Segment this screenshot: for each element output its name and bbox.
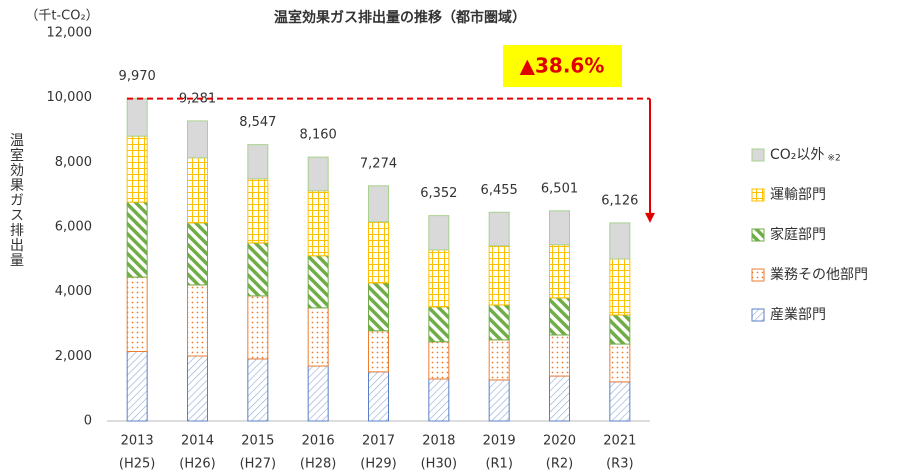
x-tick-label: 2014	[181, 434, 214, 449]
legend-swatch	[751, 228, 765, 242]
bar-segment	[549, 244, 570, 299]
bar-segment	[549, 375, 570, 422]
x-tick-label: 2017	[362, 434, 395, 449]
bar-segment	[609, 258, 631, 316]
legend-label: 産業部門	[770, 307, 826, 323]
bar-segment	[488, 245, 510, 306]
legend-label: 家庭部門	[770, 226, 826, 243]
bar-segment	[368, 282, 389, 332]
bar-segment	[126, 201, 148, 278]
bar-segment	[609, 222, 631, 260]
bar-segment	[247, 242, 269, 297]
y-axis-label: 温室効果ガス排出量	[8, 133, 24, 268]
x-tick-sublabel: (H27)	[240, 457, 276, 472]
y-tick-label: 10,000	[47, 90, 93, 105]
bar-segment	[428, 215, 450, 251]
legend-label: 業務その他部門	[770, 267, 868, 283]
x-tick-sublabel: (H25)	[119, 457, 155, 472]
bar-segment	[187, 355, 208, 422]
bar-segment	[247, 295, 269, 360]
total-label: 6,126	[601, 193, 638, 208]
bar-segment	[126, 350, 148, 422]
bar-segment	[187, 120, 208, 159]
y-tick-label: 0	[84, 414, 92, 429]
total-label: 8,547	[239, 115, 276, 130]
total-label: 7,274	[360, 156, 397, 171]
bar-segment	[549, 334, 570, 377]
bar-segment	[428, 306, 450, 343]
bar-segment	[187, 284, 208, 357]
x-tick-sublabel: (H30)	[421, 457, 457, 472]
bar-segment	[247, 178, 269, 244]
bar-segment	[609, 314, 631, 345]
bar-segment	[428, 249, 450, 308]
x-tick-sublabel: (H29)	[360, 457, 396, 472]
legend-swatch	[751, 148, 765, 162]
total-label: 8,160	[300, 128, 337, 143]
total-label: 6,352	[420, 186, 457, 201]
annotation-box	[503, 45, 622, 87]
bar-segment	[549, 297, 570, 336]
x-tick-sublabel: (R1)	[485, 457, 512, 472]
bar-segment	[307, 365, 329, 422]
unit-label: （千t-CO₂）	[25, 9, 98, 24]
bar-segment	[126, 135, 148, 203]
x-tick-sublabel: (H26)	[179, 457, 215, 472]
bar-segment	[428, 341, 450, 380]
bar-segment	[488, 379, 510, 422]
x-tick-label: 2019	[483, 434, 516, 449]
bar-segment	[549, 210, 570, 246]
bar-segment	[247, 144, 269, 180]
bar-segment	[368, 221, 389, 284]
bar-segment	[307, 190, 329, 257]
bar-segment	[307, 156, 329, 192]
bar-segment	[368, 330, 389, 373]
total-label: 6,501	[541, 181, 578, 196]
legend-label: 運輸部門	[770, 187, 826, 203]
x-tick-sublabel: (R3)	[606, 457, 633, 472]
x-tick-label: 2016	[302, 434, 335, 449]
legend-swatch	[751, 308, 765, 322]
legend-note: ※2	[827, 154, 840, 164]
y-tick-label: 8,000	[55, 155, 92, 170]
y-tick-label: 12,000	[47, 26, 93, 41]
x-tick-sublabel: (H28)	[300, 457, 336, 472]
total-label: 9,970	[119, 69, 156, 84]
legend-label: CO₂以外	[770, 147, 824, 163]
x-tick-label: 2020	[543, 434, 576, 449]
x-tick-label: 2018	[422, 434, 455, 449]
y-tick-label: 6,000	[55, 220, 92, 235]
x-tick-label: 2015	[241, 434, 274, 449]
bar-segment	[488, 304, 510, 341]
bar-segment	[307, 255, 329, 309]
bar-segment	[187, 222, 208, 286]
bar-segment	[428, 378, 450, 422]
bar-segment	[488, 339, 510, 381]
bar-segment	[126, 276, 148, 352]
bar-segment	[609, 343, 631, 383]
legend-swatch	[751, 268, 765, 282]
annotation: ▲38.6%	[520, 54, 605, 78]
arrow-head	[645, 212, 655, 223]
bar-segment	[247, 358, 269, 422]
y-tick-label: 2,000	[55, 349, 92, 364]
chart-title: 温室効果ガス排出量の推移（都市圏域）	[274, 9, 526, 26]
bar-segment	[126, 98, 148, 137]
bar-segment	[609, 381, 631, 422]
bar-segment	[368, 185, 389, 223]
bar-segment	[307, 307, 329, 367]
y-tick-label: 4,000	[55, 284, 92, 299]
x-tick-sublabel: (R2)	[546, 457, 573, 472]
legend-swatch	[751, 188, 765, 202]
bar-segment	[187, 157, 208, 224]
x-tick-label: 2013	[121, 434, 154, 449]
bar-segment	[488, 211, 510, 247]
total-label: 6,455	[481, 183, 518, 198]
x-tick-label: 2021	[603, 434, 636, 449]
bar-segment	[368, 371, 389, 422]
